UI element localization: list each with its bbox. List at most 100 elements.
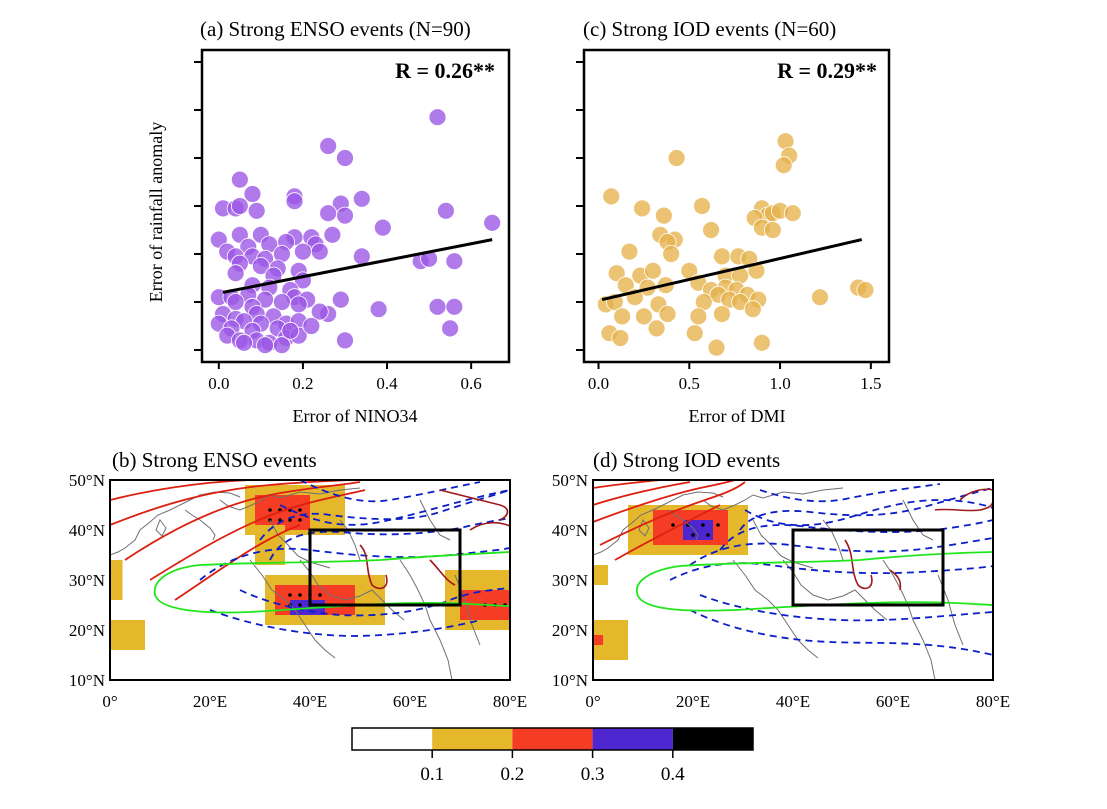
panel-a-point [323, 225, 342, 244]
panel-a-x-label: Error of NINO34 [293, 406, 418, 426]
map-d-dot [706, 533, 710, 537]
map-d-lat-label: 40°N [552, 521, 588, 540]
panel-c-x-label: Error of DMI [689, 406, 786, 426]
colorbar-segment [672, 728, 753, 750]
map-b-lon-label: 0° [102, 692, 117, 711]
panel-a-point [373, 218, 392, 237]
panel-a-point [289, 295, 308, 314]
colorbar-tick-label: 0.1 [420, 764, 444, 785]
panel-a-point [226, 293, 245, 311]
map-d-shade-cell [593, 635, 603, 645]
panel-c-point [602, 187, 621, 206]
colorbar-tick-label: 0.2 [501, 764, 525, 785]
panel-c-point [713, 305, 731, 323]
map-panel-b: (b) Strong ENSO events [69, 448, 527, 711]
map-d-lat-labels: 50°N 40°N 30°N 20°N 10°N [552, 471, 588, 690]
panel-a-point [302, 317, 321, 335]
map-b-dot [288, 593, 292, 597]
panel-a-point [428, 297, 447, 316]
colorbar-frame [351, 727, 754, 751]
panel-a-x-tick-label: 0.4 [376, 374, 398, 393]
panel-c-x-ticks: 0.0 0.5 1.0 1.5 [588, 362, 881, 393]
panel-c-points [596, 132, 875, 357]
map-b-dark-contours [359, 489, 510, 590]
map-b-dot [298, 593, 302, 597]
map-d-lon-labels: 0° 20°E 40°E 60°E 80°E [585, 692, 1010, 711]
panel-a-point [331, 290, 350, 309]
colorbar-tick-label: 0.3 [581, 764, 605, 785]
panel-c-point [613, 307, 632, 326]
panel-c-point [747, 261, 766, 280]
panel-a-fit-line [222, 238, 493, 294]
panel-c-x-tick-label: 0.5 [679, 374, 700, 393]
map-b-lat-label: 10°N [69, 671, 105, 690]
panel-a-point [445, 252, 464, 271]
panel-a-point [441, 319, 460, 338]
colorbar-tick-label: 0.4 [661, 764, 685, 785]
panel-c-point [713, 247, 731, 266]
map-d-region-box [791, 528, 945, 607]
panel-c-point [658, 305, 677, 323]
panel-a-point [226, 264, 245, 283]
map-d-lon-label: 80°E [976, 692, 1010, 711]
map-b-lon-label: 60°E [393, 692, 427, 711]
panel-a-x-tick-label: 0.2 [292, 374, 313, 393]
panel-c-point [702, 221, 720, 239]
map-d-content [593, 480, 993, 680]
map-d-dot [691, 533, 695, 537]
panel-a: (a) Strong ENSO events (N=90) 0.0 0.2 0.4 0… [146, 17, 511, 426]
panel-a-point [310, 302, 329, 321]
panel-a-point [285, 192, 304, 211]
map-d-lon-label: 60°E [876, 692, 910, 711]
panel-a-point [281, 321, 300, 340]
panel-a-point [336, 331, 354, 350]
map-b-dot [268, 508, 272, 512]
panel-c-x-tick-label: 1.5 [860, 374, 881, 393]
map-d-dot [716, 523, 720, 527]
map-b-lat-label: 20°N [69, 621, 105, 640]
panel-a-point [310, 242, 329, 261]
colorbar-segments [352, 728, 753, 750]
map-b-lat-labels: 50°N 40°N 30°N 20°N 10°N [69, 471, 105, 690]
panel-a-point [235, 333, 253, 352]
panel-c-point [644, 261, 662, 280]
map-b-lon-label: 40°E [293, 692, 327, 711]
panel-c-r-value: R = 0.29** [777, 58, 877, 83]
map-b-shade-cell [110, 620, 145, 650]
map-b-lat-label: 40°N [69, 521, 105, 540]
panel-a-x-ticks: 0.0 0.2 0.4 0.6 [208, 362, 482, 393]
map-d-lat-label: 50°N [552, 471, 588, 490]
panel-a-y-label: Error of rainfall anomaly [146, 122, 166, 302]
panel-c-point [774, 156, 793, 175]
panel-c-x-tick-label: 1.0 [769, 374, 790, 393]
panel-c-point [685, 324, 704, 343]
panel-a-x-tick-label: 0.6 [461, 374, 482, 393]
map-b-dot [298, 603, 302, 607]
map-b-dot [278, 518, 282, 522]
panel-c-point [753, 333, 771, 352]
map-d-lon-label: 0° [585, 692, 600, 711]
map-d-lat-label: 20°N [552, 621, 588, 640]
panel-c-point [662, 245, 681, 263]
panel-c-point [763, 221, 782, 239]
panel-c-point [647, 319, 666, 338]
map-b-dot [318, 593, 322, 597]
panel-a-point [420, 249, 438, 268]
panel-c-point [693, 197, 711, 215]
map-b-region-box [308, 528, 462, 607]
map-d-shade-cell [593, 565, 608, 585]
panel-a-point [352, 189, 371, 208]
map-d-significance-dots [671, 523, 720, 537]
panel-c-point [689, 307, 708, 326]
map-b-lat-label: 50°N [69, 471, 105, 490]
panel-a-point [352, 247, 371, 266]
panel-a-point [319, 204, 338, 223]
panel-a-point [243, 185, 262, 203]
panel-a-point [230, 197, 249, 215]
map-b-dot [298, 508, 302, 512]
colorbar-segment [592, 728, 673, 750]
panel-a-title: (a) Strong ENSO events (N=90) [200, 17, 471, 41]
colorbar-segment [512, 728, 593, 750]
panel-a-point [336, 149, 354, 167]
